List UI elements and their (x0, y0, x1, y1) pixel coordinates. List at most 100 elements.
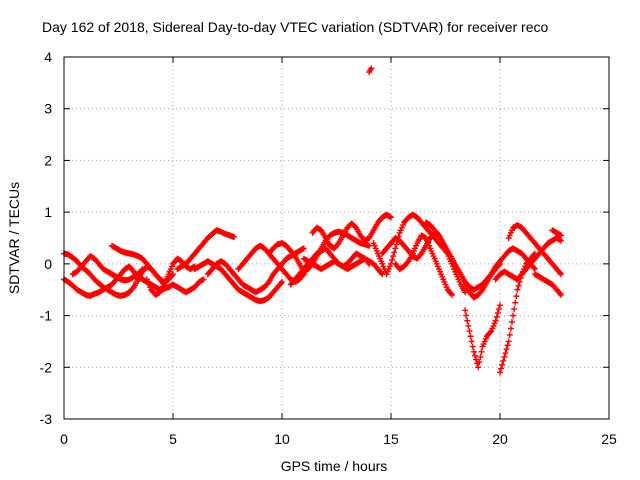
data-point (465, 322, 472, 329)
series-track-l (309, 211, 394, 252)
series-track-a (61, 263, 207, 299)
data-point (466, 328, 473, 335)
data-point (475, 364, 482, 371)
x-tick-label: 0 (60, 431, 68, 447)
series-track-p (392, 232, 456, 298)
data-point (139, 266, 146, 273)
data-point (389, 256, 396, 263)
data-point (478, 348, 485, 355)
data-point (168, 272, 175, 279)
data-point (477, 353, 484, 360)
data-point (393, 241, 400, 248)
data-point (556, 290, 563, 297)
data-point (469, 343, 476, 350)
data-point (334, 241, 341, 248)
data-point (366, 242, 373, 249)
data-point (487, 329, 494, 336)
data-point (504, 342, 511, 349)
y-tick-label: 4 (44, 49, 52, 65)
data-point (492, 317, 499, 324)
data-point (478, 288, 485, 295)
data-point (497, 369, 503, 376)
data-point (366, 68, 373, 75)
series-track-f (174, 227, 238, 273)
data-point (138, 267, 145, 274)
data-point (556, 269, 563, 276)
series-track-i (235, 242, 307, 285)
data-point (368, 65, 375, 72)
data-point (506, 331, 513, 338)
y-tick-label: -1 (40, 308, 53, 324)
x-tick-label: 20 (492, 431, 508, 447)
data-point (558, 291, 565, 298)
data-point (464, 317, 471, 324)
x-tick-label: 15 (383, 431, 399, 447)
x-tick-label: 25 (601, 431, 617, 447)
data-point (463, 312, 470, 319)
y-tick-label: 0 (44, 256, 52, 272)
data-point (498, 365, 505, 372)
axis-tick-labels: 0 5 10 15 20 25 -3 -2 -1 0 1 2 3 4 (40, 49, 617, 447)
data-point (200, 276, 207, 283)
data-point (392, 245, 399, 252)
data-point (500, 357, 507, 364)
data-point (388, 214, 394, 221)
data-point (558, 237, 565, 244)
data-point (467, 333, 474, 340)
data-point (264, 280, 271, 287)
data-point (531, 266, 538, 273)
y-tick-label: 2 (44, 152, 52, 168)
series-track-m (300, 255, 386, 278)
plot-frame (63, 56, 610, 420)
data-point (502, 350, 509, 357)
y-tick-label: 1 (44, 204, 52, 220)
series-track-s (462, 245, 538, 301)
data-point (495, 306, 502, 313)
data-point (497, 302, 503, 309)
data-point (391, 249, 398, 256)
series-outlier (366, 65, 375, 75)
chart-title: Day 162 of 2018, Sidereal Day-to-day VTE… (42, 19, 548, 35)
data-point (471, 352, 478, 359)
data-point (499, 361, 506, 368)
y-tick-label: 3 (44, 101, 52, 117)
data-point (493, 313, 500, 320)
data-point (404, 259, 411, 266)
data-point (513, 293, 520, 300)
data-point (462, 307, 469, 314)
data-point (468, 338, 475, 345)
data-point (515, 282, 522, 289)
data-point (447, 290, 454, 297)
y-axis-label: SDTVAR / TECUs (6, 182, 22, 294)
data-point (476, 359, 483, 366)
x-tick-label: 10 (274, 431, 290, 447)
data-point (300, 245, 307, 252)
data-point (290, 251, 297, 258)
series-track-d (108, 242, 168, 288)
data-point (277, 280, 284, 287)
data-point (417, 251, 424, 258)
data-point (279, 278, 285, 285)
data-point (470, 348, 477, 355)
series-track-n (370, 211, 460, 278)
y-tick-label: -3 (40, 411, 53, 427)
series-track-e (143, 255, 198, 298)
data-point (558, 271, 565, 278)
data-point (449, 291, 456, 298)
data-point (510, 312, 517, 319)
data-point (473, 356, 480, 363)
data-point (503, 346, 510, 353)
data-point (494, 309, 501, 316)
data-point (434, 231, 441, 238)
data-points (61, 65, 565, 376)
series-track-v (505, 222, 565, 278)
series-track-h (204, 245, 307, 296)
x-axis-label: GPS time / hours (281, 458, 388, 474)
x-tick-label: 5 (169, 431, 177, 447)
axis-ticks (63, 56, 610, 420)
data-point (512, 299, 519, 306)
series-track-r (462, 302, 503, 371)
series-track-c (69, 253, 146, 284)
